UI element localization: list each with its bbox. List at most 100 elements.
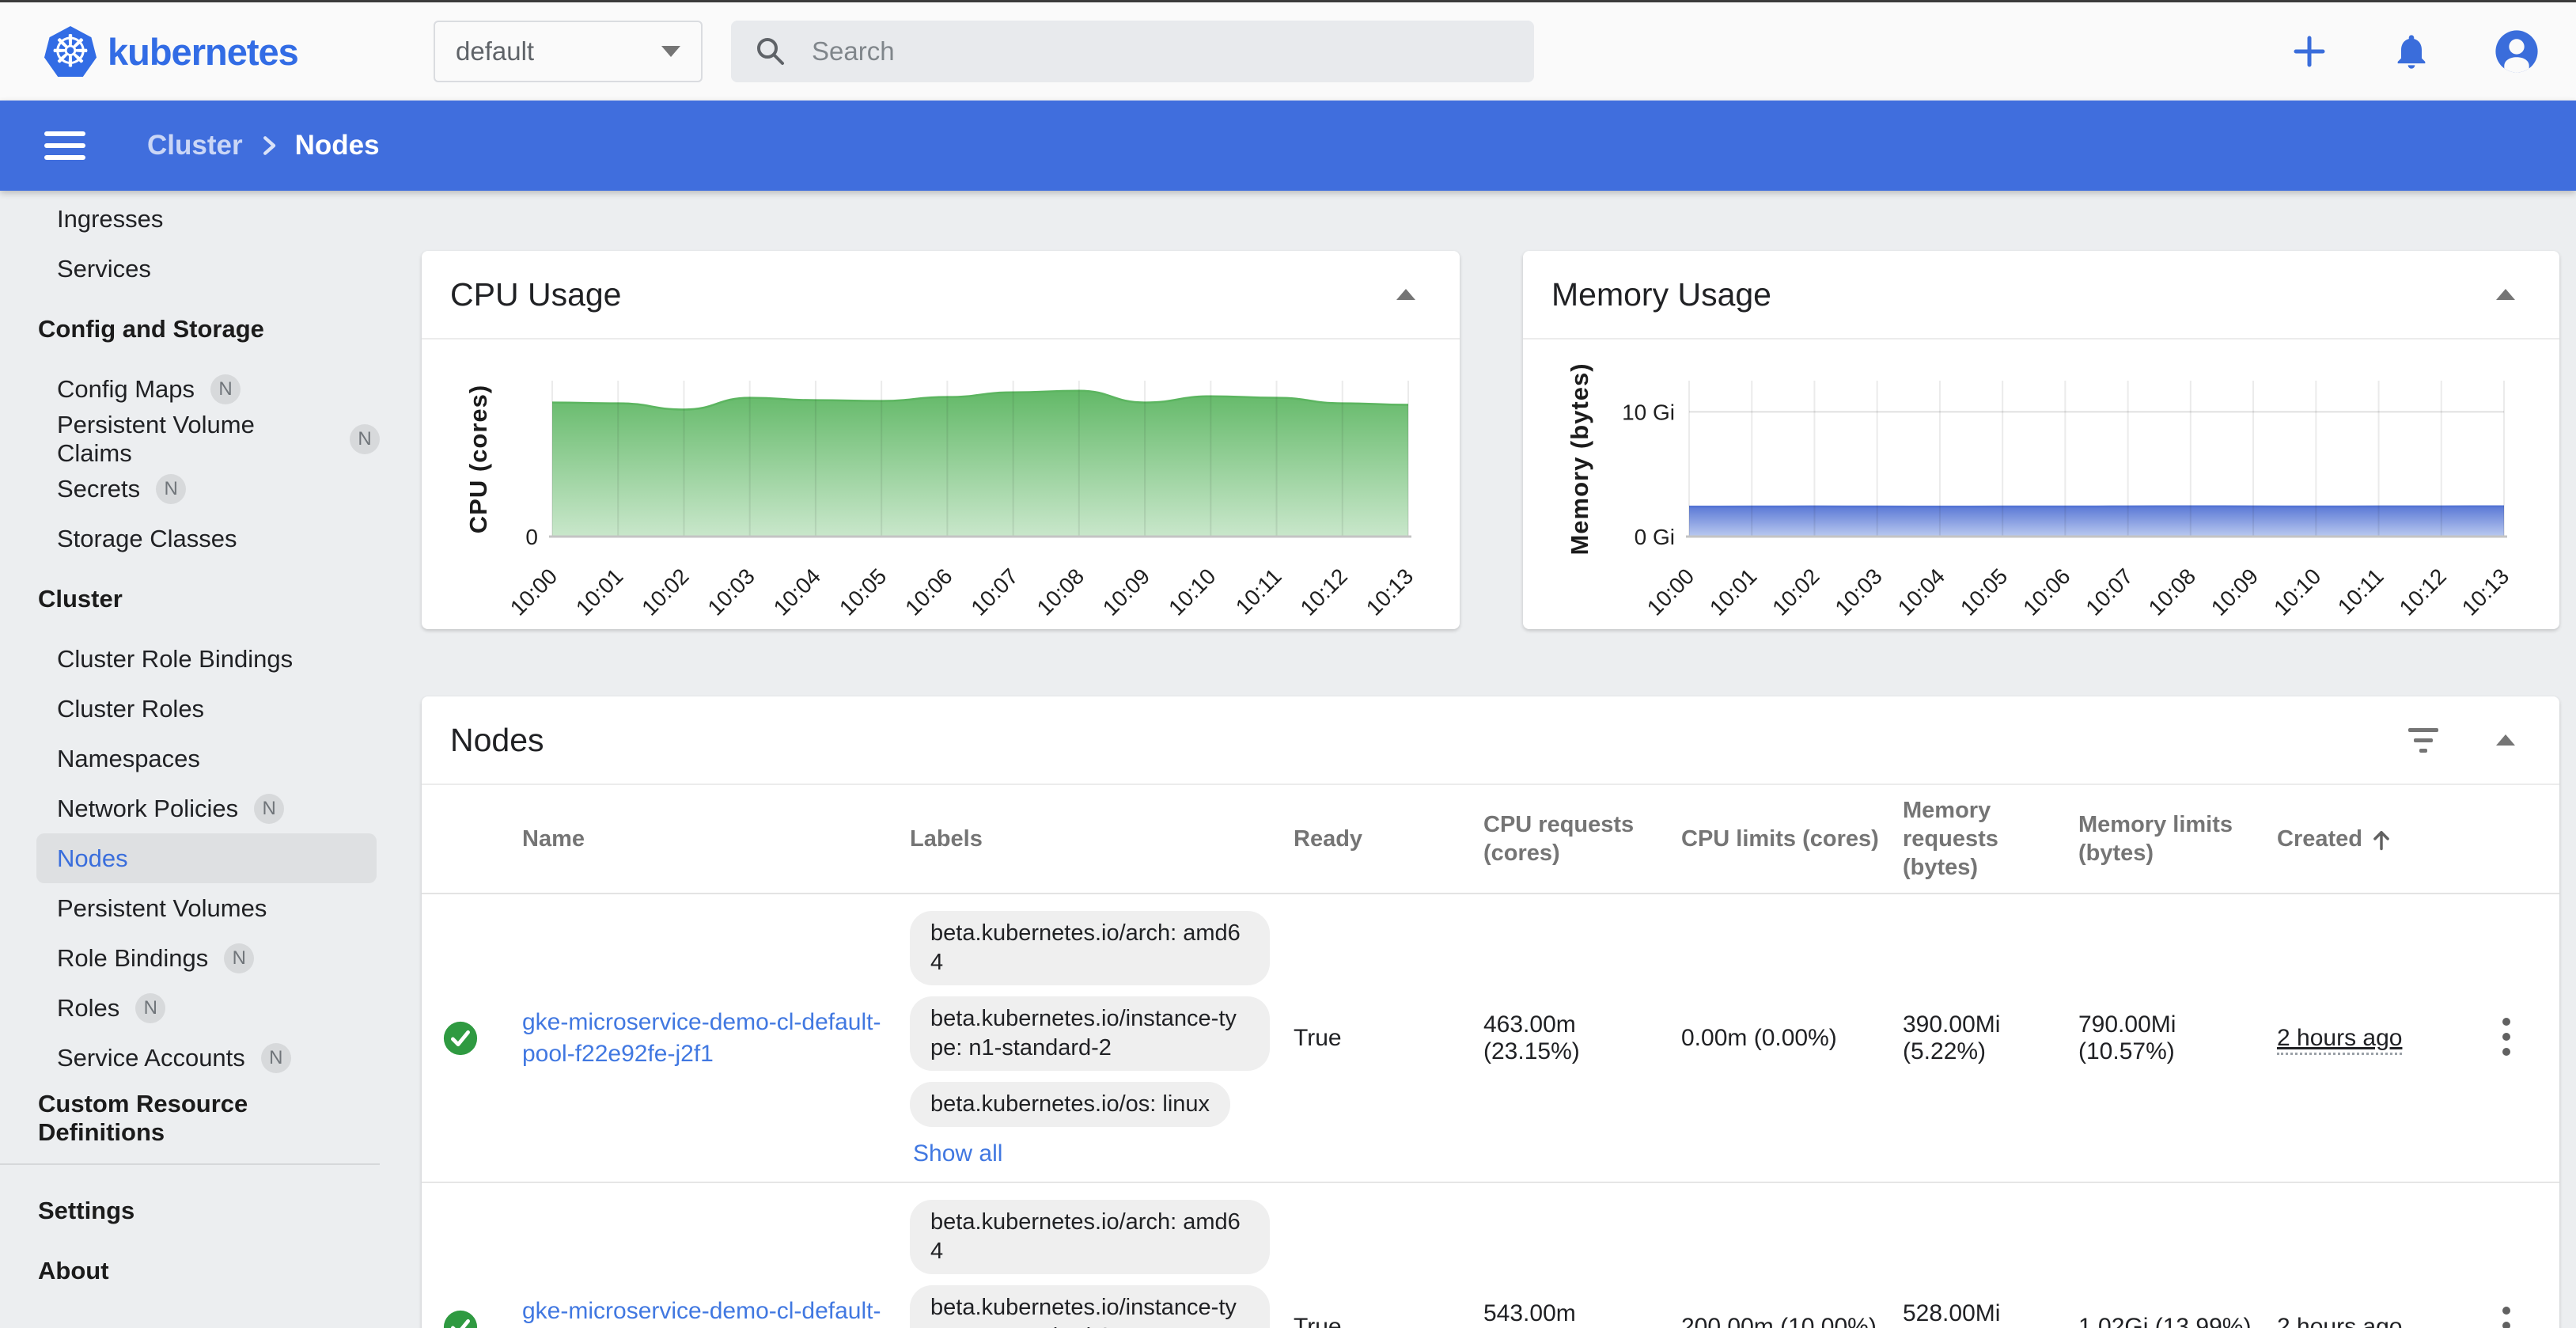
sidebar-item-cluster-roles[interactable]: Cluster Roles [0, 684, 380, 734]
y-tick-label: 10 Gi [1622, 400, 1675, 424]
sort-arrow-up-icon [2373, 831, 2389, 851]
sidebar-item-ingresses[interactable]: Ingresses [0, 194, 380, 244]
search-input[interactable] [812, 36, 1512, 66]
menu-cell [2445, 1292, 2559, 1328]
x-tick-label: 10:10 [1164, 563, 1220, 620]
nodes-table-header: Name Labels Ready CPU requests (cores) CPU l… [422, 785, 2559, 894]
sidebar-section-config-and-storage: Config and Storage [0, 304, 380, 354]
status-cell [422, 1009, 506, 1068]
menu-button[interactable] [44, 124, 103, 167]
y-tick-label: 0 Gi [1635, 525, 1675, 549]
x-tick-label: 10:12 [2395, 563, 2451, 620]
x-tick-label: 10:00 [1642, 563, 1699, 620]
name-cell: gke-microservice-demo-cl-default-pool-f2… [506, 1284, 894, 1328]
namespaced-badge: N [260, 1042, 291, 1073]
row-menu-button[interactable] [2501, 1015, 2512, 1061]
sidebar-item-service-accounts[interactable]: Service Accounts N [0, 1033, 380, 1083]
y-axis-title: CPU (cores) [464, 384, 492, 533]
main-content: CPU Usage 0 10:00 10:01 10:02 10:03 10:04 10:0… [380, 191, 2576, 1328]
sidebar-item-label: Ingresses [57, 204, 164, 233]
app-logo[interactable]: ☸ kubernetes [44, 26, 434, 77]
namespaced-badge: N [156, 473, 187, 504]
sidebar-item-about[interactable]: About [0, 1246, 380, 1296]
sidebar-item-services[interactable]: Services [0, 244, 380, 294]
sidebar-item-namespaces[interactable]: Namespaces [0, 734, 380, 784]
column-header-name[interactable]: Name [522, 826, 585, 852]
sidebar-item-label: Roles [57, 993, 120, 1022]
collapse-memory-card-button[interactable] [2496, 289, 2515, 300]
column-header-memory-limits-bytes[interactable]: Memory limits (bytes) [2078, 812, 2233, 866]
column-header-cpu-limits-cores[interactable]: CPU limits (cores) [1681, 826, 1879, 852]
app-logo-text: kubernetes [108, 30, 299, 73]
x-tick-label: 10:05 [1956, 563, 2012, 620]
sidebar-item-label: Network Policies [57, 794, 239, 822]
collapse-cpu-card-button[interactable] [1396, 289, 1415, 300]
sidebar-item-label: Config and Storage [38, 314, 264, 343]
memory-limits-cell: 790.00Mi (10.57%) [2078, 1011, 2176, 1064]
sidebar-item-persistent-volume-claims[interactable]: Persistent Volume Claims N [0, 411, 380, 467]
sidebar-item-secrets[interactable]: Secrets N [0, 464, 380, 514]
breadcrumb-cluster-link[interactable]: Cluster [147, 130, 243, 161]
x-tick-label: 10:09 [2207, 563, 2263, 620]
x-tick-label: 10:00 [506, 563, 562, 620]
memory-usage-title: Memory Usage [1551, 275, 1771, 313]
status-cell [422, 1298, 506, 1328]
cpu-requests-cell: 463.00m (23.15%) [1483, 1011, 1580, 1064]
created-cell: 2 hours ago [2261, 1303, 2445, 1328]
create-button[interactable] [2290, 32, 2329, 71]
sidebar-item-label: Role Bindings [57, 943, 209, 972]
sidebar-section-cluster: Cluster [0, 574, 380, 624]
sidebar-item-label: About [38, 1256, 109, 1284]
table-row: gke-microservice-demo-cl-default-pool-f2… [422, 1183, 2559, 1328]
search-bar[interactable] [731, 21, 1534, 82]
show-all-link[interactable]: Show all [913, 1140, 1003, 1167]
sidebar-item-label: Secrets [57, 474, 141, 503]
sidebar-item-label: Cluster [38, 584, 123, 613]
node-name-link[interactable]: gke-microservice-demo-cl-default-pool-f2… [522, 1297, 881, 1324]
sidebar-item-config-maps[interactable]: Config Maps N [0, 364, 380, 414]
node-name-link[interactable]: gke-microservice-demo-cl-default-pool-f2… [522, 1008, 881, 1067]
column-header-cpu-requests-cores[interactable]: CPU requests (cores) [1483, 812, 1635, 866]
column-header-empty [422, 828, 506, 850]
sidebar-item-label: Settings [38, 1196, 135, 1224]
sidebar-item-role-bindings[interactable]: Role Bindings N [0, 933, 380, 983]
namespace-value: default [456, 36, 535, 66]
namespaced-badge: N [135, 992, 166, 1023]
column-header-empty [2445, 828, 2559, 850]
filter-button[interactable] [2406, 727, 2441, 753]
x-tick-label: 10:05 [835, 563, 891, 620]
x-tick-label: 10:04 [769, 563, 825, 620]
collapse-nodes-card-button[interactable] [2496, 734, 2515, 746]
cpu-limits-cell: 200.00m (10.00%) [1681, 1313, 1877, 1328]
sidebar-item-settings[interactable]: Settings [0, 1186, 380, 1235]
table-row: gke-microservice-demo-cl-default-pool-f2… [422, 894, 2559, 1183]
sidebar-item-custom-resource-definitions[interactable]: Custom Resource Definitions [0, 1090, 380, 1146]
sidebar-item-roles[interactable]: Roles N [0, 983, 380, 1033]
kebab-vertical-icon [2502, 1018, 2510, 1056]
chevron-right-icon [257, 132, 281, 159]
sidebar-item-label: Service Accounts [57, 1043, 245, 1072]
column-header-ready[interactable]: Ready [1294, 826, 1363, 852]
sidebar-item-network-policies[interactable]: Network Policies N [0, 784, 380, 833]
nodes-card: Nodes Name Labels Ready CPU requests (cores… [422, 696, 2559, 1328]
namespace-selector[interactable]: default [434, 21, 703, 82]
labels-cell: beta.kubernetes.io/arch: amd64 beta.kuber… [894, 1183, 1278, 1328]
breadcrumb: Cluster Nodes [147, 130, 380, 161]
column-header-labels[interactable]: Labels [910, 826, 983, 852]
sidebar-item-persistent-volumes[interactable]: Persistent Volumes [0, 883, 380, 933]
kubernetes-logo-icon: ☸ [44, 26, 97, 77]
column-header-created[interactable]: Created [2261, 814, 2445, 864]
profile-button[interactable] [2494, 28, 2540, 74]
chevron-down-icon [661, 46, 680, 57]
x-tick-label: 10:13 [2457, 563, 2513, 620]
row-menu-button[interactable] [2501, 1303, 2512, 1328]
notifications-button[interactable] [2391, 31, 2432, 72]
sidebar-item-cluster-role-bindings[interactable]: Cluster Role Bindings [0, 634, 380, 684]
menu-cell [2445, 1004, 2559, 1072]
name-cell: gke-microservice-demo-cl-default-pool-f2… [506, 996, 894, 1081]
sidebar-item-storage-classes[interactable]: Storage Classes [0, 514, 380, 563]
node-ready-check-icon [443, 1310, 477, 1328]
column-header-memory-requests-bytes[interactable]: Memory requests (bytes) [1903, 798, 1998, 880]
sidebar-item-nodes[interactable]: Nodes [36, 833, 377, 883]
top-actions [2290, 28, 2540, 74]
